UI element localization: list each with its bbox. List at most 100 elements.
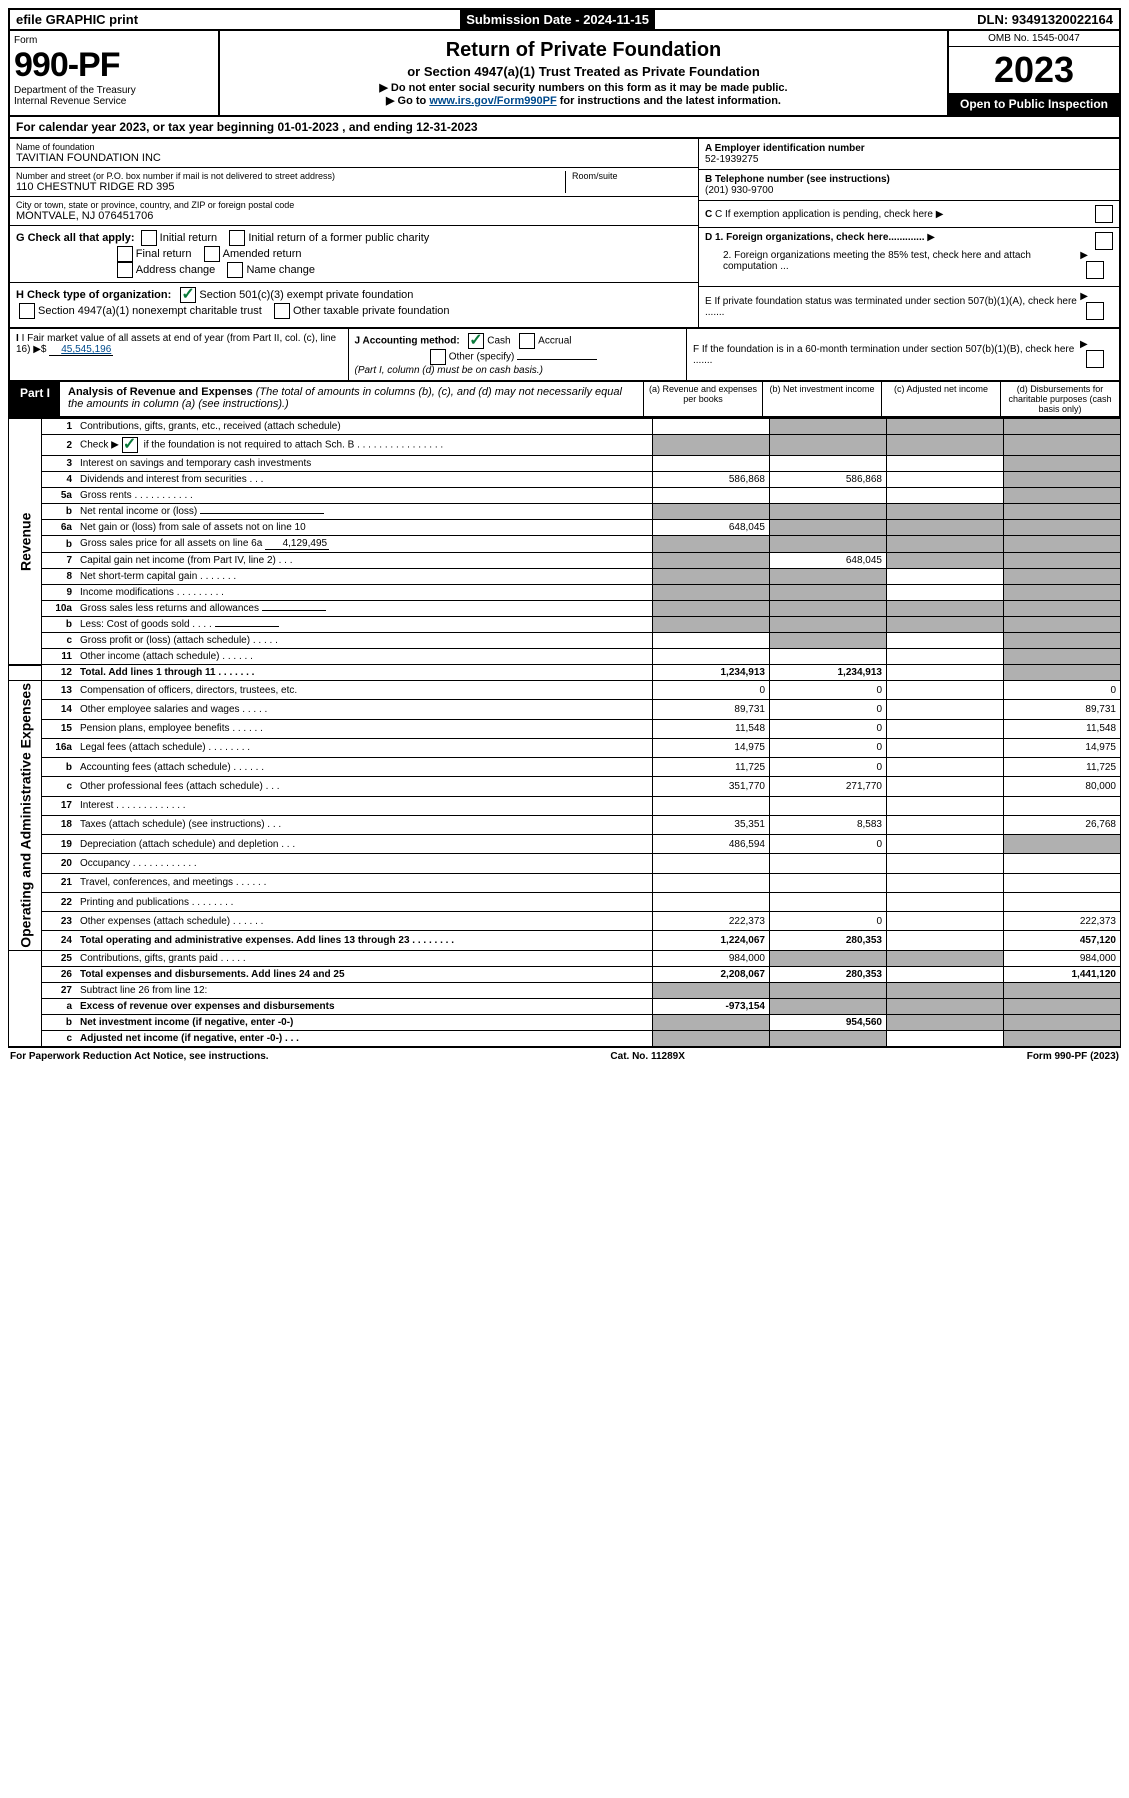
- part1-tag: Part I: [10, 382, 60, 416]
- row-16a: 16aLegal fees (attach schedule) . . . . …: [9, 738, 1121, 757]
- c-cell: C C If exemption application is pending,…: [699, 201, 1119, 228]
- row-6a: 6aNet gain or (loss) from sale of assets…: [9, 520, 1121, 536]
- row-3: 3Interest on savings and temporary cash …: [9, 456, 1121, 472]
- dln: DLN: 93491320022164: [971, 10, 1119, 29]
- header-right: OMB No. 1545-0047 2023 Open to Public In…: [947, 31, 1119, 115]
- instr1: ▶ Do not enter social security numbers o…: [226, 81, 941, 94]
- footer-left: For Paperwork Reduction Act Notice, see …: [10, 1051, 269, 1062]
- footer-right: Form 990-PF (2023): [1027, 1051, 1119, 1062]
- header-left: Form 990-PF Department of the Treasury I…: [10, 31, 220, 115]
- line6a-sales: 4,129,495: [265, 538, 329, 550]
- part1-table: Revenue 1Contributions, gifts, grants, e…: [8, 418, 1121, 1048]
- identity-right: A Employer identification number 52-1939…: [698, 139, 1119, 327]
- row-5b: bNet rental income or (loss): [9, 504, 1121, 520]
- d-cell: D 1. Foreign organizations, check here..…: [699, 228, 1119, 287]
- foundation-name: TAVITIAN FOUNDATION INC: [16, 152, 692, 164]
- e-cell: E If private foundation status was termi…: [699, 287, 1119, 327]
- chk-sch-b[interactable]: [122, 437, 138, 453]
- open-public: Open to Public Inspection: [949, 93, 1119, 115]
- chk-501c3[interactable]: [180, 287, 196, 303]
- chk-final-return[interactable]: [117, 246, 133, 262]
- row-9: 9Income modifications . . . . . . . . .: [9, 585, 1121, 601]
- col-c-hdr: (c) Adjusted net income: [881, 382, 1000, 416]
- col-b-hdr: (b) Net investment income: [762, 382, 881, 416]
- chk-foreign-85[interactable]: [1086, 261, 1104, 279]
- row-24: 24Total operating and administrative exp…: [9, 931, 1121, 950]
- row-27c: cAdjusted net income (if negative, enter…: [9, 1030, 1121, 1047]
- city-cell: City or town, state or province, country…: [10, 197, 698, 225]
- row-2: 2 Check ▶ if the foundation is not requi…: [9, 435, 1121, 456]
- form-label: Form: [14, 35, 214, 46]
- phone-value: (201) 930-9700: [705, 185, 1113, 196]
- room-label: Room/suite: [572, 171, 692, 181]
- chk-other-taxable[interactable]: [274, 303, 290, 319]
- form-subtitle: or Section 4947(a)(1) Trust Treated as P…: [226, 64, 941, 79]
- identity-grid: Name of foundation TAVITIAN FOUNDATION I…: [8, 139, 1121, 329]
- row-25: 25Contributions, gifts, grants paid . . …: [9, 950, 1121, 966]
- row-18: 18Taxes (attach schedule) (see instructi…: [9, 815, 1121, 834]
- row-10b: bLess: Cost of goods sold . . . .: [9, 617, 1121, 633]
- row-16c: cOther professional fees (attach schedul…: [9, 777, 1121, 796]
- chk-exemption-pending[interactable]: [1095, 205, 1113, 223]
- row-22: 22Printing and publications . . . . . . …: [9, 892, 1121, 911]
- form-number: 990-PF: [14, 46, 214, 85]
- calendar-year-row: For calendar year 2023, or tax year begi…: [8, 117, 1121, 139]
- i-cell: I I Fair market value of all assets at e…: [10, 329, 348, 380]
- col-d-hdr: (d) Disbursements for charitable purpose…: [1000, 382, 1119, 416]
- j-cell: J Accounting method: Cash Accrual Other …: [348, 329, 687, 380]
- row-16b: bAccounting fees (attach schedule) . . .…: [9, 758, 1121, 777]
- row-27: 27Subtract line 26 from line 12:: [9, 982, 1121, 998]
- top-bar: efile GRAPHIC print Submission Date - 20…: [8, 8, 1121, 31]
- row-15: 15Pension plans, employee benefits . . .…: [9, 719, 1121, 738]
- city-state-zip: MONTVALE, NJ 076451706: [16, 210, 692, 222]
- footer-mid: Cat. No. 11289X: [610, 1051, 684, 1062]
- form-header: Form 990-PF Department of the Treasury I…: [8, 31, 1121, 117]
- revenue-side-label: Revenue: [9, 419, 42, 665]
- row-20: 20Occupancy . . . . . . . . . . . .: [9, 854, 1121, 873]
- row-19: 19Depreciation (attach schedule) and dep…: [9, 835, 1121, 854]
- street-address: 110 CHESTNUT RIDGE RD 395: [16, 181, 565, 193]
- chk-status-terminated[interactable]: [1086, 302, 1104, 320]
- phone-cell: B Telephone number (see instructions) (2…: [699, 170, 1119, 201]
- row-4: 4Dividends and interest from securities …: [9, 472, 1121, 488]
- footer: For Paperwork Reduction Act Notice, see …: [8, 1048, 1121, 1065]
- row-1: Revenue 1Contributions, gifts, grants, e…: [9, 419, 1121, 435]
- part1-header: Part I Analysis of Revenue and Expenses …: [8, 382, 1121, 418]
- row-21: 21Travel, conferences, and meetings . . …: [9, 873, 1121, 892]
- chk-60month[interactable]: [1086, 350, 1104, 368]
- chk-initial-return[interactable]: [141, 230, 157, 246]
- chk-accrual[interactable]: [519, 333, 535, 349]
- chk-other-method[interactable]: [430, 349, 446, 365]
- header-mid: Return of Private Foundation or Section …: [220, 31, 947, 115]
- part1-title: Analysis of Revenue and Expenses (The to…: [60, 382, 643, 416]
- chk-name-change[interactable]: [227, 262, 243, 278]
- chk-cash[interactable]: [468, 333, 484, 349]
- chk-foreign-org[interactable]: [1095, 232, 1113, 250]
- tax-year: 2023: [949, 47, 1119, 93]
- row-26: 26Total expenses and disbursements. Add …: [9, 966, 1121, 982]
- submission-date: Submission Date - 2024-11-15: [460, 10, 655, 29]
- row-7: 7Capital gain net income (from Part IV, …: [9, 553, 1121, 569]
- row-10a: 10aGross sales less returns and allowanc…: [9, 601, 1121, 617]
- row-17: 17Interest . . . . . . . . . . . . .: [9, 796, 1121, 815]
- g-row: G Check all that apply: Initial return I…: [10, 225, 698, 283]
- row-8: 8Net short-term capital gain . . . . . .…: [9, 569, 1121, 585]
- row-11: 11Other income (attach schedule) . . . .…: [9, 649, 1121, 665]
- row-12: 12Total. Add lines 1 through 11 . . . . …: [9, 665, 1121, 681]
- chk-amended-return[interactable]: [204, 246, 220, 262]
- name-cell: Name of foundation TAVITIAN FOUNDATION I…: [10, 139, 698, 168]
- chk-4947[interactable]: [19, 303, 35, 319]
- row-13: Operating and Administrative Expenses 13…: [9, 681, 1121, 700]
- row-23: 23Other expenses (attach schedule) . . .…: [9, 912, 1121, 931]
- expenses-side-label: Operating and Administrative Expenses: [9, 681, 42, 951]
- chk-address-change[interactable]: [117, 262, 133, 278]
- ijf-row: I I Fair market value of all assets at e…: [8, 329, 1121, 382]
- irs-link[interactable]: www.irs.gov/Form990PF: [429, 95, 556, 107]
- chk-initial-former[interactable]: [229, 230, 245, 246]
- fmv-value[interactable]: 45,545,196: [49, 344, 113, 356]
- row-27a: aExcess of revenue over expenses and dis…: [9, 998, 1121, 1014]
- omb-number: OMB No. 1545-0047: [949, 31, 1119, 47]
- f-cell: F If the foundation is in a 60-month ter…: [686, 329, 1119, 380]
- address-cell: Number and street (or P.O. box number if…: [10, 168, 698, 197]
- h-row: H Check type of organization: Section 50…: [10, 283, 698, 323]
